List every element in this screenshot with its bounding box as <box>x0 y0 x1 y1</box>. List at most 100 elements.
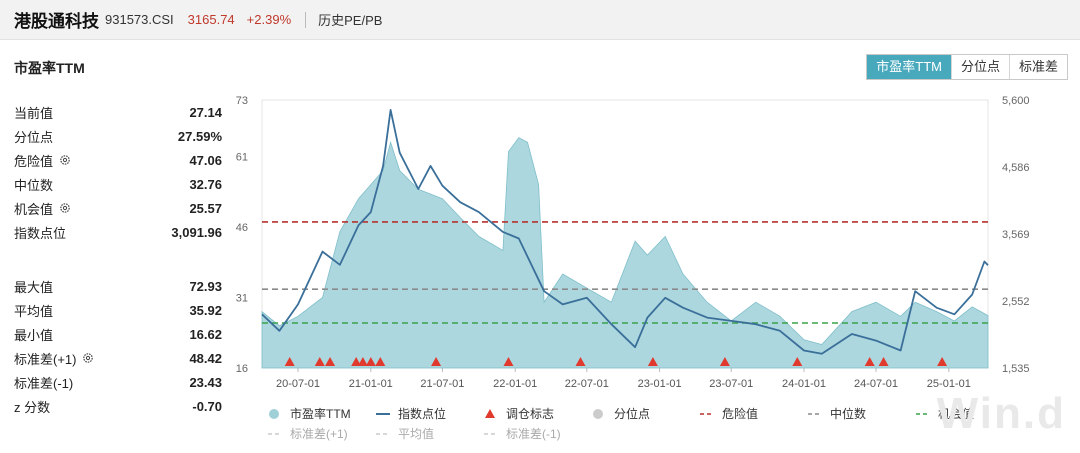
rebalance-marker <box>503 357 514 366</box>
x-tick-label: 22-07-01 <box>565 378 609 390</box>
stat-value: 47.06 <box>189 152 222 168</box>
stat-value: 27.14 <box>189 104 222 120</box>
watermark-logo: Win.d <box>936 389 1066 438</box>
index-price: 3165.74 <box>187 12 235 27</box>
rebalance-marker <box>284 357 295 366</box>
index-level-line <box>261 109 989 355</box>
y-right-tick-label: 4,586 <box>1002 162 1030 174</box>
index-code: 931573.CSI <box>105 12 174 27</box>
stat-value: 16.62 <box>189 326 222 342</box>
rebalance-marker <box>864 357 875 366</box>
stat-row: 中位数 32.76 <box>14 172 222 196</box>
stat-row: 最小值 16.62 <box>14 322 222 346</box>
stat-row: z 分数 -0.70 <box>14 394 222 418</box>
stat-label: 指数点位 <box>14 223 66 242</box>
legend-label: 危险值 <box>722 406 758 421</box>
history-pe-pb-link[interactable]: 历史PE/PB <box>318 13 383 28</box>
rebalance-marker <box>719 357 730 366</box>
rebalance-marker <box>375 357 386 366</box>
stat-row: 分位点 27.59% <box>14 124 222 148</box>
gear-icon[interactable] <box>59 202 71 214</box>
rebalance-marker <box>647 357 658 366</box>
stat-label: 机会值 <box>14 199 71 218</box>
x-tick-label: 23-07-01 <box>709 378 753 390</box>
y-left-tick-label: 73 <box>236 95 248 107</box>
rebalance-marker <box>878 357 889 366</box>
stat-label: 平均值 <box>14 301 53 320</box>
rebalance-marker <box>351 357 362 366</box>
tab-std-dev[interactable]: 标准差 <box>1008 55 1067 79</box>
stats-panel-bottom: 最大值 72.93 平均值 35.92 最小值 16.62 标准差(+1) 48.42 标准差(… <box>14 274 222 418</box>
gear-icon[interactable] <box>59 154 71 166</box>
stat-label-text: 指数点位 <box>14 225 67 241</box>
legend-swatch[interactable] <box>269 409 279 419</box>
stat-label: 最大值 <box>14 277 53 296</box>
legend-label: 分位点 <box>614 406 650 421</box>
rebalance-marker <box>575 357 586 366</box>
stat-label: 标准差(-1) <box>14 373 73 392</box>
stat-label-text: 平均值 <box>14 303 54 319</box>
stat-label-text: z 分数 <box>14 399 51 415</box>
stat-row: 当前值 27.14 <box>14 100 222 124</box>
stat-label: z 分数 <box>14 397 50 416</box>
legend-label: 标准差(-1) <box>506 427 561 441</box>
y-left-tick-label: 16 <box>236 363 248 375</box>
view-toggle: 市盈率TTM 分位点 标准差 <box>866 54 1068 80</box>
legend-label: 机会值 <box>938 406 974 421</box>
stat-value: 27.59% <box>177 128 222 144</box>
rebalance-marker <box>431 357 442 366</box>
rebalance-marker <box>937 357 948 366</box>
legend-label: 调仓标志 <box>506 407 554 421</box>
tab-percentile[interactable]: 分位点 <box>950 55 1009 79</box>
stat-label-text: 中位数 <box>14 177 54 193</box>
x-tick-label: 24-01-01 <box>782 378 826 390</box>
y-right-tick-label: 2,552 <box>1002 296 1030 308</box>
tab-pe-ttm[interactable]: 市盈率TTM <box>867 55 951 79</box>
section-title: 市盈率TTM <box>14 60 85 76</box>
rebalance-marker <box>792 357 803 366</box>
y-right-tick-label: 5,600 <box>1002 95 1030 107</box>
stat-label: 中位数 <box>14 175 53 194</box>
index-name: 港股通科技 <box>14 12 99 31</box>
y-left-tick-label: 46 <box>236 222 248 234</box>
title-bar: 港股通科技 931573.CSI 3165.74 +2.39% 历史PE/PB <box>0 0 1080 40</box>
rebalance-marker <box>365 357 376 366</box>
rebalance-marker <box>357 357 368 366</box>
stat-value: 3,091.96 <box>171 224 222 240</box>
x-tick-label: 22-01-01 <box>493 378 537 390</box>
stats-panel-top: 当前值 27.14 分位点 27.59% 危险值 47.06 中位数 32.76 机会值 25.5… <box>14 100 222 244</box>
stat-row: 平均值 35.92 <box>14 298 222 322</box>
stat-label: 当前值 <box>14 103 53 122</box>
stat-label-text: 分位点 <box>14 129 54 145</box>
stat-value: 25.57 <box>189 200 222 216</box>
x-tick-label: 21-07-01 <box>420 378 464 390</box>
stat-label: 标准差(+1) <box>14 349 94 368</box>
legend-label: 市盈率TTM <box>290 406 351 421</box>
stat-row: 最大值 72.93 <box>14 274 222 298</box>
y-right-tick-label: 3,569 <box>1002 229 1030 241</box>
stat-value: -0.70 <box>192 398 222 414</box>
stat-label-text: 机会值 <box>14 201 54 217</box>
y-left-tick-label: 31 <box>236 292 248 304</box>
stat-label: 最小值 <box>14 325 53 344</box>
legend-label: 标准差(+1) <box>290 427 348 441</box>
legend-label: 平均值 <box>398 426 434 441</box>
x-tick-label: 20-07-01 <box>276 378 320 390</box>
legend-swatch[interactable] <box>593 409 603 419</box>
stat-value: 23.43 <box>189 374 222 390</box>
stat-row: 危险值 47.06 <box>14 148 222 172</box>
stat-label-text: 标准差(-1) <box>14 375 74 391</box>
stat-label-text: 当前值 <box>14 105 54 121</box>
stat-value: 32.76 <box>189 176 222 192</box>
gear-icon[interactable] <box>82 352 94 364</box>
x-tick-label: 21-01-01 <box>349 378 393 390</box>
stat-label-text: 危险值 <box>14 153 54 169</box>
y-right-tick-label: 1,535 <box>1002 363 1030 375</box>
stat-label-text: 标准差(+1) <box>14 351 77 367</box>
y-left-tick-label: 61 <box>236 151 248 163</box>
legend-swatch[interactable] <box>485 409 495 418</box>
legend-label: 中位数 <box>830 406 866 421</box>
stat-row: 机会值 25.57 <box>14 196 222 220</box>
stat-value: 48.42 <box>189 350 222 366</box>
